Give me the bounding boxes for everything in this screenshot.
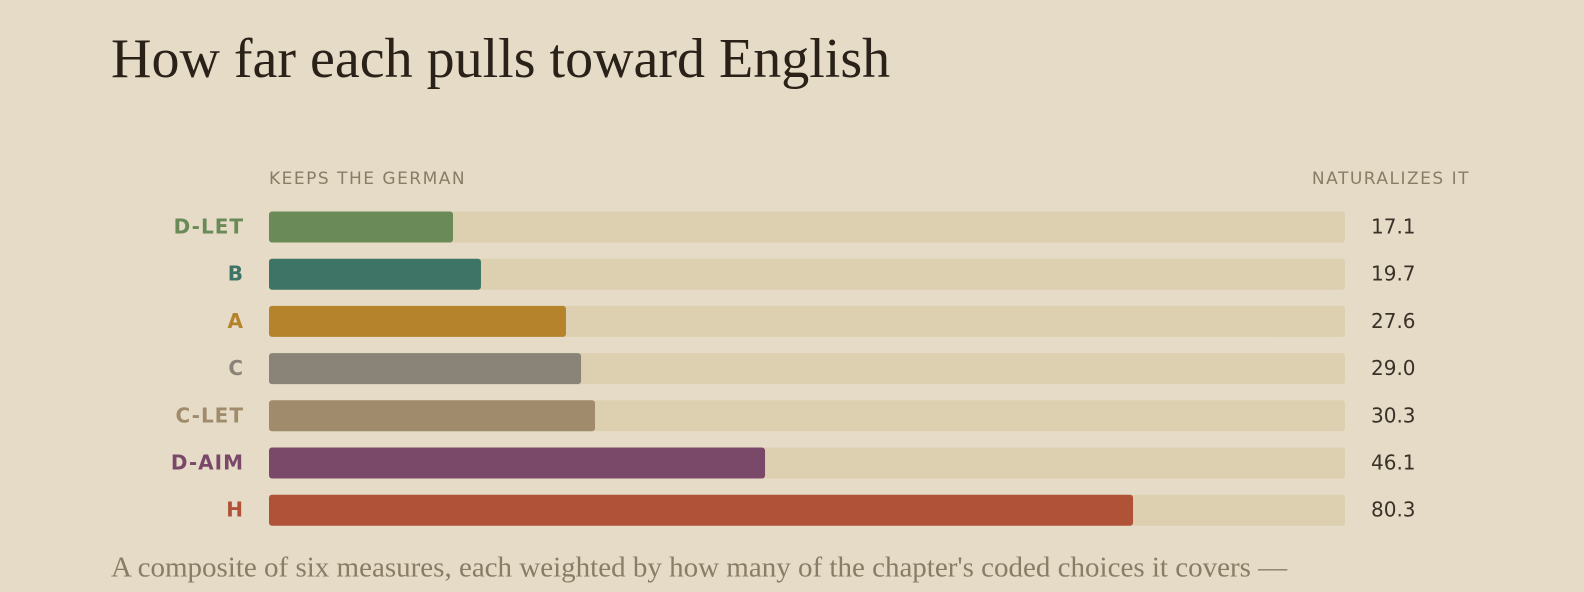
category-label: H	[226, 498, 244, 522]
bar	[269, 447, 766, 479]
bar	[269, 353, 582, 385]
category-label: A	[228, 309, 244, 333]
bar	[269, 305, 566, 337]
bar	[269, 258, 481, 290]
value-label: 17.1	[1371, 215, 1416, 239]
value-label: 46.1	[1371, 451, 1416, 475]
value-label: 80.3	[1371, 498, 1416, 522]
bar-track	[269, 258, 1345, 290]
bar	[269, 211, 453, 243]
bar	[269, 494, 1134, 526]
value-label: 27.6	[1371, 309, 1416, 333]
category-label: D-LET	[174, 215, 244, 239]
value-label: 29.0	[1371, 356, 1416, 380]
caption: A composite of six measures, each weight…	[111, 552, 1288, 584]
category-label: B	[228, 262, 244, 286]
bar	[269, 400, 596, 432]
category-label: C-LET	[176, 403, 245, 427]
chart-title: How far each pulls toward English	[111, 28, 890, 90]
axis-left-label: KEEPS THE GERMAN	[269, 169, 466, 189]
category-label: D-AIM	[171, 451, 244, 475]
value-label: 30.3	[1371, 403, 1416, 427]
value-label: 19.7	[1371, 262, 1416, 286]
bar-track	[269, 211, 1345, 243]
axis-right-label: NATURALIZES IT	[1312, 169, 1470, 189]
category-label: C	[228, 356, 244, 380]
